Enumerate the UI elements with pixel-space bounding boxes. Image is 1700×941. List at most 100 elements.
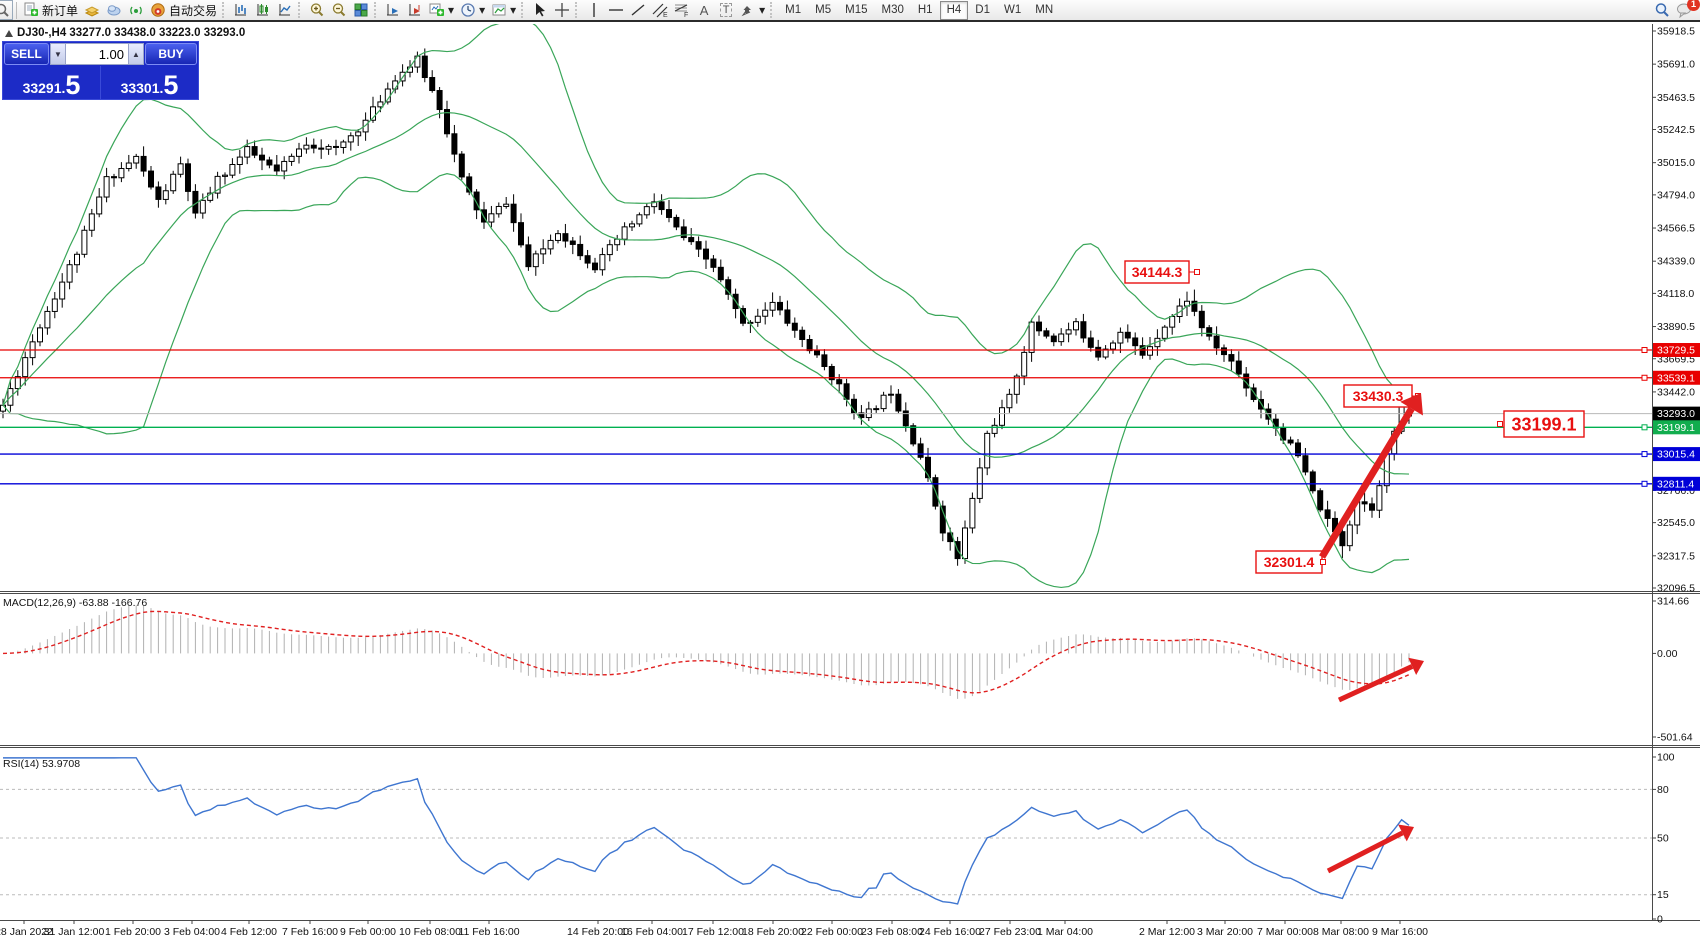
time-label: 2 Mar 12:00 <box>1139 926 1195 938</box>
time-label: 11 Feb 16:00 <box>458 926 519 938</box>
hline-handle-33199.1[interactable] <box>1641 424 1648 431</box>
clipped-search-icon[interactable] <box>0 0 13 20</box>
annotation-32301.4[interactable]: 32301.4 <box>1255 550 1326 574</box>
signals-button[interactable] <box>125 0 147 20</box>
tf-M15[interactable]: M15 <box>838 1 874 20</box>
buy-button[interactable]: BUY <box>145 43 197 65</box>
axis-badge-text: 33539.1 <box>1657 372 1695 384</box>
auto-scroll-button[interactable] <box>382 0 404 20</box>
rsi-arrow[interactable] <box>1326 824 1414 874</box>
fibo-glyph: F <box>684 12 688 18</box>
cursor-button[interactable] <box>529 0 551 20</box>
time-label: 31 Jan 12:00 <box>44 926 105 938</box>
periods-button[interactable]: ▾ <box>457 0 488 20</box>
annotation-text: 33199.1 <box>1511 414 1576 434</box>
price-arrow[interactable] <box>1319 393 1423 559</box>
time-label: 27 Feb 23:00 <box>979 926 1041 938</box>
price-tick: 35918.5 <box>1657 26 1695 38</box>
chart-shift-button[interactable] <box>404 0 426 20</box>
rsi-line <box>3 757 1410 905</box>
axis-badge-text: 33199.1 <box>1657 422 1695 434</box>
sell-price[interactable]: 33291. 5 <box>3 66 100 99</box>
chart-line-button[interactable] <box>274 0 296 20</box>
crosshair-button[interactable] <box>551 0 573 20</box>
buy-price-big: 5 <box>163 70 179 101</box>
buy-price-small: 33301. <box>120 80 164 96</box>
tf-M5[interactable]: M5 <box>808 1 838 20</box>
horizontal-line-icon <box>609 9 624 11</box>
tf-M30[interactable]: M30 <box>875 1 911 20</box>
metaeditor-icon <box>84 6 100 17</box>
bollinger-upper <box>2 24 1410 406</box>
axis-badge-33293.0 <box>1653 406 1700 421</box>
price-tick: 35015.0 <box>1657 157 1695 169</box>
collapse-panel-icon[interactable] <box>5 29 13 37</box>
tile-windows-icon <box>354 3 368 17</box>
fibonacci-button[interactable]: F <box>671 0 693 20</box>
text-label-button[interactable]: T <box>715 0 737 20</box>
tf-MN[interactable]: MN <box>1028 1 1060 20</box>
new-order-button[interactable]: 新订单 <box>20 0 81 20</box>
rsi-tick: 15 <box>1657 889 1669 901</box>
text-label-icon: T <box>719 3 733 17</box>
horizontal-line-button[interactable] <box>605 0 627 20</box>
time-label: 3 Feb 04:00 <box>164 926 220 938</box>
dropdown-caret-icon: ▾ <box>759 3 766 17</box>
bar-chart-icon <box>235 4 247 16</box>
macd-arrow[interactable] <box>1337 657 1424 703</box>
annotation-text: 32301.4 <box>1264 554 1315 570</box>
metaeditor-button[interactable] <box>81 0 103 20</box>
arrows-button[interactable]: ▾ <box>737 0 768 20</box>
tf-H1[interactable]: H1 <box>911 1 940 20</box>
hline-handle-32811.4[interactable] <box>1641 480 1648 487</box>
volume-decrease-button[interactable]: ▼ <box>50 43 66 65</box>
text-button[interactable]: A <box>693 0 715 20</box>
trendline-button[interactable] <box>627 0 649 20</box>
buy-price[interactable]: 33301. 5 <box>100 66 198 99</box>
market-watch-button[interactable] <box>103 0 125 20</box>
bollinger-middle <box>2 111 1410 475</box>
tile-windows-button[interactable] <box>350 0 372 20</box>
axis-badge-33729.5 <box>1653 343 1700 358</box>
tf-M1[interactable]: M1 <box>778 1 808 20</box>
candlestick-series <box>0 48 1412 566</box>
annotation-34144.3[interactable]: 34144.3 <box>1124 260 1200 284</box>
chart-candles-button[interactable] <box>252 0 274 20</box>
autotrade-icon <box>151 3 165 17</box>
notification-badge: 1 <box>1687 0 1700 11</box>
new-chart-icon <box>429 3 445 16</box>
zoom-out-button[interactable] <box>328 0 350 20</box>
channel-glyph: E <box>663 12 668 18</box>
vertical-line-button[interactable] <box>583 0 605 20</box>
bollinger-lower <box>2 173 1410 589</box>
rsi-tick: 50 <box>1657 833 1669 845</box>
macd-histogram <box>9 605 1410 699</box>
tf-D1[interactable]: D1 <box>968 1 997 20</box>
chart-profile-button[interactable]: ▾ <box>488 0 519 20</box>
time-label: 18 Feb 20:00 <box>742 926 804 938</box>
tf-H4[interactable]: H4 <box>939 0 969 20</box>
volume-increase-button[interactable]: ▲ <box>128 43 144 65</box>
price-tick: 34339.0 <box>1657 256 1695 268</box>
chart-bars-button[interactable] <box>230 0 252 20</box>
channel-button[interactable]: E <box>649 0 671 20</box>
annotation-33199.1[interactable]: 33199.1 <box>1497 410 1585 438</box>
new-chart-button[interactable]: ▾ <box>426 0 457 20</box>
hline-handle-33539.1[interactable] <box>1641 374 1648 381</box>
price-chart[interactable]: MACD(12,26,9) -63.88 -166.76 RSI(14) 53.9… <box>0 24 1700 941</box>
sell-button[interactable]: SELL <box>4 43 49 65</box>
arrows-icon <box>741 6 752 17</box>
notifications-button[interactable]: 1 <box>1673 0 1700 20</box>
channel-icon: E <box>652 3 668 18</box>
tf-W1[interactable]: W1 <box>997 1 1028 20</box>
fibonacci-icon: F <box>674 4 688 18</box>
hline-handle-33015.4[interactable] <box>1641 451 1648 458</box>
volume-input[interactable] <box>66 43 128 65</box>
zoom-in-button[interactable] <box>306 0 328 20</box>
one-click-trading-panel: SELL ▼ ▲ BUY 33291. 5 33301. 5 <box>2 41 199 100</box>
hline-handle-33729.5[interactable] <box>1641 347 1648 354</box>
price-tick: 32545.0 <box>1657 517 1695 529</box>
zoom-out-icon <box>332 3 346 17</box>
autotrade-button[interactable]: 自动交易 <box>147 0 220 20</box>
search-button[interactable] <box>1651 0 1673 20</box>
